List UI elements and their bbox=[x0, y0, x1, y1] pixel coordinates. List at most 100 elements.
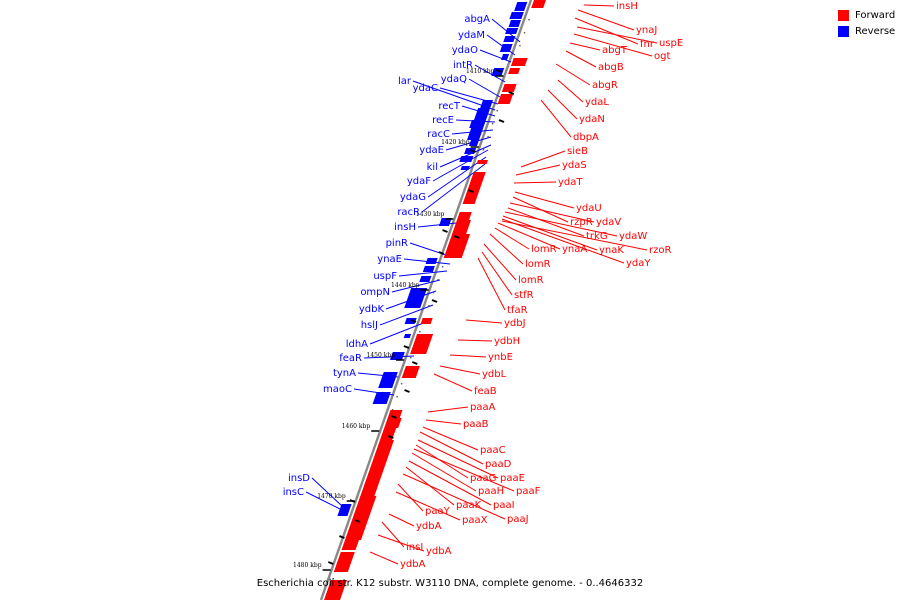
forward-gene-label: ydaT bbox=[558, 177, 583, 188]
reverse-gene-label: insD bbox=[288, 473, 310, 484]
forward-gene-label: ynaJ bbox=[636, 25, 657, 36]
reverse-gene bbox=[505, 28, 519, 34]
forward-leader bbox=[504, 211, 618, 237]
forward-gene bbox=[531, 0, 546, 8]
forward-gene-label: stfR bbox=[514, 290, 534, 301]
reverse-gene-label: uspF bbox=[373, 271, 397, 282]
forward-gene-label: paaX bbox=[462, 515, 488, 526]
forward-gene-label: rzoR bbox=[649, 245, 671, 256]
feature-mark bbox=[454, 235, 460, 239]
forward-leader bbox=[377, 534, 425, 552]
forward-gene-label: paaC bbox=[480, 445, 506, 456]
reverse-gene bbox=[419, 276, 432, 282]
forward-leader bbox=[502, 215, 598, 251]
forward-gene bbox=[384, 418, 402, 428]
forward-leader bbox=[514, 191, 575, 209]
reverse-leader bbox=[398, 270, 448, 277]
reverse-leader bbox=[305, 491, 343, 511]
legend-label-forward: Forward bbox=[855, 10, 896, 21]
forward-leader bbox=[457, 339, 493, 342]
feature-mark bbox=[498, 119, 505, 123]
forward-leader bbox=[520, 150, 566, 168]
forward-leader bbox=[573, 33, 653, 57]
forward-leader bbox=[576, 26, 658, 44]
forward-gene-label: abgT bbox=[602, 45, 628, 56]
forward-gene bbox=[501, 84, 517, 92]
reverse-gene bbox=[425, 258, 438, 264]
reverse-gene bbox=[499, 44, 513, 52]
reverse-gene-label: racC bbox=[427, 129, 450, 140]
forward-gene-label: tfaR bbox=[507, 305, 528, 316]
reverse-gene bbox=[469, 120, 486, 128]
forward-leader bbox=[569, 42, 601, 51]
forward-gene bbox=[345, 496, 377, 540]
forward-leader bbox=[402, 473, 506, 520]
reverse-gene bbox=[378, 372, 398, 388]
reverse-leader bbox=[363, 355, 415, 359]
forward-gene-label: paaA bbox=[470, 402, 496, 413]
forward-leader bbox=[408, 460, 492, 506]
forward-leader bbox=[477, 257, 506, 311]
backbone-dot bbox=[437, 279, 439, 281]
forward-leader bbox=[481, 251, 513, 296]
forward-gene-label: paaE bbox=[500, 473, 525, 484]
forward-gene-label: paaH bbox=[478, 486, 504, 497]
forward-gene-label: uspE bbox=[659, 38, 683, 49]
forward-leader bbox=[419, 431, 484, 465]
forward-gene-label: ydaS bbox=[562, 160, 587, 171]
legend-item-forward: Forward bbox=[838, 8, 900, 23]
forward-leader bbox=[397, 483, 424, 512]
reverse-gene bbox=[390, 352, 405, 360]
reverse-gene-label: tynA bbox=[333, 368, 356, 379]
forward-leader bbox=[555, 63, 591, 86]
reverse-gene-label: ompN bbox=[360, 287, 390, 298]
reverse-gene bbox=[404, 288, 428, 308]
backbone-dot bbox=[519, 45, 521, 47]
forward-gene bbox=[368, 462, 387, 474]
reverse-gene bbox=[438, 218, 452, 226]
forward-leader bbox=[557, 79, 584, 103]
forward-gene-label: dbpA bbox=[573, 132, 599, 143]
forward-leader bbox=[411, 452, 477, 492]
feature-mark bbox=[508, 91, 515, 95]
reverse-leader bbox=[468, 78, 501, 98]
backbone-dot bbox=[496, 110, 498, 112]
forward-leader bbox=[577, 9, 635, 31]
forward-gene bbox=[457, 212, 472, 220]
forward-gene-label: paaG bbox=[470, 473, 496, 484]
forward-leader bbox=[494, 227, 530, 250]
forward-gene bbox=[324, 580, 347, 600]
reverse-gene bbox=[467, 128, 484, 140]
forward-leader bbox=[583, 4, 615, 7]
forward-gene-label: ydbA bbox=[400, 559, 426, 570]
reverse-gene bbox=[372, 392, 391, 404]
forward-gene-label: feaB bbox=[474, 386, 497, 397]
backbone-dot bbox=[391, 409, 394, 411]
forward-gene-label: fnr bbox=[640, 39, 655, 50]
reverse-gene-label: ydaQ bbox=[441, 74, 467, 85]
forward-gene-label: ydaY bbox=[626, 258, 651, 269]
kbp-tick-label: 1480 kbp bbox=[293, 562, 322, 569]
backbone-dot bbox=[441, 266, 444, 268]
forward-gene-label: insI bbox=[406, 542, 423, 553]
forward-gene-label: paaK bbox=[456, 500, 482, 511]
forward-gene-label: lomR bbox=[531, 244, 557, 255]
forward-gene bbox=[468, 180, 483, 188]
reverse-leader bbox=[432, 149, 489, 182]
forward-gene-label: ydbA bbox=[426, 546, 452, 557]
feature-mark bbox=[410, 319, 417, 323]
reverse-gene bbox=[468, 140, 479, 146]
backbone-dot bbox=[528, 19, 530, 21]
reverse-gene-label: intR bbox=[453, 60, 473, 71]
kbp-tick-label: 1440 kbp bbox=[391, 282, 420, 289]
forward-leader bbox=[449, 354, 487, 358]
reverse-leader bbox=[369, 321, 427, 345]
reverse-gene-label: ldhA bbox=[346, 339, 368, 350]
forward-gene-label: lomR bbox=[518, 275, 544, 286]
feature-mark bbox=[388, 435, 394, 439]
reverse-gene bbox=[514, 2, 528, 11]
forward-leader bbox=[439, 365, 481, 375]
forward-leader bbox=[413, 448, 515, 492]
reverse-leader bbox=[379, 304, 434, 326]
reverse-gene bbox=[509, 12, 524, 19]
